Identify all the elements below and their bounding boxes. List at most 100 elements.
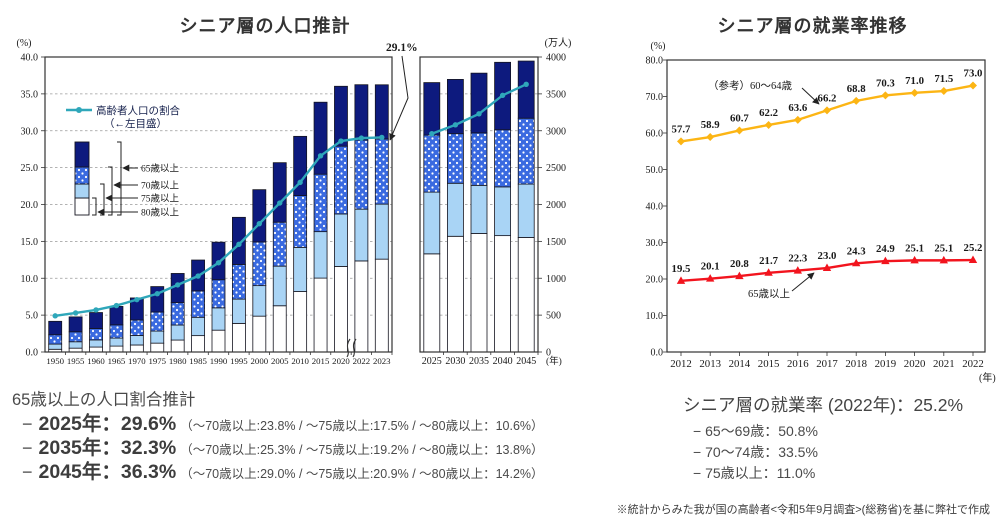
svg-text:1970: 1970 [128,356,146,366]
panel-0: 1950 1955 1960 1965 1970 1975 1980 1985 1990 1995… [44,56,393,366]
series-annotations: （参考）60〜64歳 65歳以上 [708,79,820,300]
svg-text:2005: 2005 [271,356,289,366]
svg-text:21.7: 21.7 [759,255,778,267]
source-footnote: ※統計からみた我が国の高齢者<令和5年9月調査>(総務省)を基に弊社で作成 [616,504,990,516]
svg-text:高齢者人口の割合: 高齢者人口の割合 [96,104,180,117]
summary-row-75plus: − 75歳以上：11.0% [693,465,816,481]
panel-1: 2025 2030 2035 2040 2045 [419,56,539,367]
svg-text:2030: 2030 [445,356,465,367]
svg-text:58.9: 58.9 [701,119,720,131]
svg-text:20.0: 20.0 [21,200,39,211]
svg-text:2010: 2010 [291,356,309,366]
summary-row-2035: −2035年：32.3% （〜70歳以上:25.3% / 〜75歳以上:19.2%… [12,437,544,461]
svg-text:(%): (%) [651,41,666,52]
svg-text:1960: 1960 [87,356,105,366]
svg-text:70.0: 70.0 [646,92,664,103]
svg-text:24.3: 24.3 [847,245,866,257]
svg-text:30.0: 30.0 [21,126,39,137]
svg-text:5.0: 5.0 [26,311,39,322]
svg-text:2022: 2022 [353,356,371,366]
svg-text:30.0: 30.0 [646,238,664,249]
svg-text:2000: 2000 [546,200,566,211]
svg-text:40.0: 40.0 [21,53,39,64]
svg-text:70歳以上: 70歳以上 [141,180,180,192]
svg-text:71.5: 71.5 [934,73,953,85]
svg-text:0: 0 [546,348,551,359]
population-chart-title: シニア層の人口推計 [179,16,351,36]
summary-heading: 65歳以上の人口割合推計 [12,391,196,409]
svg-text:1965: 1965 [108,356,126,366]
svg-text:60.0: 60.0 [646,129,664,140]
svg-text:10.0: 10.0 [646,311,664,322]
svg-text:62.2: 62.2 [759,107,778,119]
employment-rate-chart: 0.0 10.0 20.0 30.0 40.0 50.0 60.0 70.0 80.0 (%) 20… [646,41,996,384]
svg-text:57.7: 57.7 [672,123,691,135]
ratio-line [429,81,529,137]
svg-text:10.0: 10.0 [21,274,39,285]
svg-text:2012: 2012 [670,358,692,370]
svg-text:2015: 2015 [312,356,330,366]
employment-rate-summary: シニア層の就業率 (2022年)：25.2% − 65〜69歳：50.8% − … [683,392,963,484]
svg-text:2025: 2025 [422,356,442,367]
svg-text:1950: 1950 [46,356,64,366]
svg-text:70.3: 70.3 [876,77,895,89]
svg-text:2040: 2040 [493,356,513,367]
svg-text:65歳以上: 65歳以上 [141,163,180,175]
summary-detail: （〜70歳以上:25.3% / 〜75歳以上:19.2% / 〜80歳以上：13… [180,443,544,457]
svg-text:80.0: 80.0 [646,56,664,67]
summary-row-70-74: − 70〜74歳：33.5% [693,444,818,460]
svg-text:40.0: 40.0 [646,202,664,213]
svg-text:1000: 1000 [546,274,566,285]
summary-heading: シニア層の就業率 (2022年)：25.2% [683,395,964,415]
svg-text:(年): (年) [979,371,996,384]
svg-text:60.7: 60.7 [730,112,749,124]
svg-text:68.8: 68.8 [847,83,866,95]
svg-text:25.1: 25.1 [905,242,924,254]
ratio-line [52,134,385,319]
summary-value: 2025年：29.6% [38,413,177,435]
employment-chart-title: シニア層の就業率推移 [717,16,908,36]
summary-row-2045: −2045年：36.3% （〜70歳以上:29.0% / 〜75歳以上:20.9%… [12,461,544,485]
stacked-bars [423,60,535,353]
summary-row-65-69: − 65〜69歳：50.8% [693,423,818,439]
svg-text:2000: 2000 [251,356,269,366]
dash: − [22,438,33,458]
series-yellow: 57.7 58.9 60.7 62.2 63.6 66.2 68.8 70.3 71.0 71.5… [672,68,983,146]
svg-text:71.0: 71.0 [905,75,924,87]
population-projection-chart: 1950 1955 1960 1965 1970 1975 1980 1985 1990 1995… [17,37,572,367]
svg-text:25.2: 25.2 [964,242,983,254]
ratio-annotation: 29.1% [386,42,418,141]
svg-text:35.0: 35.0 [21,89,39,100]
stacked-bars [48,84,389,353]
svg-text:(万人): (万人) [545,37,572,49]
svg-text:2500: 2500 [546,163,566,174]
svg-text:（参考）60〜64歳: （参考）60〜64歳 [708,79,792,92]
svg-text:73.0: 73.0 [964,68,983,80]
svg-text:2020: 2020 [332,356,350,366]
svg-text:0.0: 0.0 [651,348,664,359]
dash: − [22,414,33,434]
svg-text:（←左目盛）: （←左目盛） [104,117,167,130]
svg-text:80歳以上: 80歳以上 [141,207,180,219]
svg-text:65歳以上: 65歳以上 [748,288,790,300]
summary-detail: （〜70歳以上:29.0% / 〜75歳以上:20.9% / 〜80歳以上：14… [180,467,544,481]
svg-text:0.0: 0.0 [26,348,39,359]
population-ratio-summary: 65歳以上の人口割合推計 −2025年：29.6% （〜70歳以上:23.8% /… [12,386,544,485]
svg-text:2019: 2019 [875,358,897,370]
svg-text:2018: 2018 [845,358,867,370]
svg-text:19.5: 19.5 [672,263,691,275]
dash: − [22,462,33,482]
svg-text:15.0: 15.0 [21,237,39,248]
svg-text:75歳以上: 75歳以上 [141,193,180,205]
svg-text:2021: 2021 [933,358,955,370]
svg-text:2015: 2015 [758,358,780,370]
svg-text:2020: 2020 [904,358,926,370]
svg-text:22.3: 22.3 [788,253,807,265]
svg-text:4000: 4000 [546,53,566,64]
svg-text:2014: 2014 [729,358,751,370]
svg-text:1980: 1980 [169,356,187,366]
svg-text:29.1%: 29.1% [386,42,418,54]
svg-text:20.1: 20.1 [701,261,720,273]
